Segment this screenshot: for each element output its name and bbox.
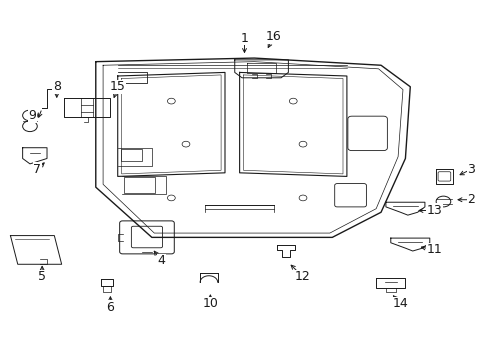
Text: 4: 4	[157, 254, 165, 267]
Text: 11: 11	[426, 243, 442, 256]
Text: 10: 10	[202, 297, 218, 310]
Text: 5: 5	[38, 270, 46, 283]
Text: 14: 14	[392, 297, 407, 310]
Text: 6: 6	[106, 301, 114, 314]
Text: 13: 13	[426, 204, 442, 217]
Text: 7: 7	[33, 163, 41, 176]
Text: 15: 15	[110, 80, 125, 93]
Text: 2: 2	[467, 193, 474, 206]
Text: 8: 8	[53, 80, 61, 93]
Text: 1: 1	[240, 32, 248, 45]
Text: 16: 16	[265, 30, 281, 43]
Text: 9: 9	[28, 109, 36, 122]
Text: 3: 3	[467, 163, 474, 176]
Text: 12: 12	[295, 270, 310, 283]
